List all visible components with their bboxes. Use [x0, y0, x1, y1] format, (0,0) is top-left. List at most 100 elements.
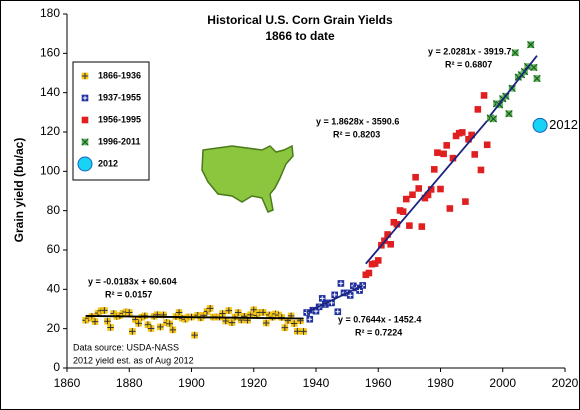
point — [135, 320, 142, 327]
point — [81, 116, 89, 124]
point — [365, 269, 373, 277]
marker-body — [424, 191, 432, 199]
point — [222, 317, 230, 325]
point — [250, 306, 258, 314]
marker-body — [399, 208, 407, 215]
point — [527, 41, 535, 49]
point — [318, 295, 326, 302]
point — [262, 319, 270, 327]
marker-glyph — [219, 310, 226, 317]
point — [402, 195, 410, 203]
point — [206, 305, 214, 312]
marker-glyph — [169, 326, 177, 334]
marker-body — [477, 166, 485, 174]
marker-body — [77, 156, 93, 172]
marker-glyph — [129, 328, 136, 335]
marker-body — [412, 173, 419, 181]
y-tick-label: 0 — [53, 360, 60, 374]
point — [374, 257, 382, 264]
point — [462, 198, 469, 205]
point — [334, 308, 342, 316]
trend-r2: R² = 0.8203 — [333, 129, 380, 139]
marker-glyph — [206, 305, 214, 312]
point — [337, 280, 345, 287]
marker-body — [449, 154, 457, 162]
marker-glyph — [222, 317, 230, 325]
point — [409, 191, 416, 199]
x-tick-label: 2020 — [552, 376, 579, 390]
x-tick-label: 1860 — [54, 376, 81, 390]
y-tick-label: 140 — [40, 85, 60, 99]
marker-body — [446, 205, 454, 212]
point — [281, 324, 289, 331]
us-map — [201, 144, 294, 213]
marker-glyph — [157, 323, 164, 331]
trend-equation: y = 1.8628x - 3590.6 — [316, 116, 399, 126]
marker-glyph — [228, 319, 236, 326]
marker-body — [427, 186, 435, 193]
point — [446, 205, 454, 212]
point — [384, 231, 391, 238]
trendline — [85, 315, 304, 320]
point — [511, 49, 519, 57]
trend-r2: R² = 0.6807 — [445, 59, 492, 69]
marker-glyph — [335, 309, 341, 315]
marker-glyph — [338, 281, 344, 286]
point — [191, 331, 198, 339]
point — [219, 310, 226, 317]
marker-glyph — [250, 306, 258, 314]
annotation: Data source: USDA-NASS — [73, 342, 179, 352]
marker-body — [443, 142, 451, 149]
marker-body — [393, 220, 401, 228]
marker-body — [374, 257, 382, 264]
point — [437, 185, 444, 193]
y-tick-label: 100 — [40, 164, 60, 178]
point — [449, 154, 457, 162]
point — [81, 94, 89, 102]
trend-equation: y = -0.0183x + 60.604 — [88, 276, 177, 286]
marker-body — [440, 150, 447, 158]
y-tick-label: 120 — [40, 124, 60, 138]
marker-glyph — [191, 331, 198, 339]
point — [225, 307, 233, 314]
point — [387, 240, 394, 248]
point — [430, 166, 438, 173]
point — [468, 131, 475, 139]
annotation: 2012 yield est. as of Aug 2012 — [73, 355, 194, 365]
marker-glyph — [135, 320, 142, 327]
point — [125, 309, 133, 316]
data-label: 2012 — [549, 117, 578, 132]
point — [290, 320, 298, 327]
y-tick-label: 20 — [47, 321, 61, 335]
point — [104, 317, 111, 325]
x-tick-label: 2000 — [489, 376, 516, 390]
point — [412, 173, 419, 181]
x-tick-label: 1900 — [178, 376, 205, 390]
point — [489, 115, 498, 123]
marker-glyph — [281, 324, 289, 331]
point — [406, 222, 413, 229]
y-tick-label: 60 — [47, 242, 61, 256]
point — [234, 309, 242, 316]
marker-glyph — [530, 63, 538, 72]
point — [474, 106, 482, 113]
y-tick-label: 160 — [40, 46, 60, 60]
point — [393, 220, 401, 228]
point — [415, 185, 423, 192]
point — [300, 328, 307, 335]
marker-glyph — [357, 288, 362, 293]
marker-glyph — [505, 110, 513, 118]
point — [91, 318, 99, 325]
marker-body — [402, 195, 410, 203]
marker-glyph — [300, 328, 307, 335]
legend-label: 1866-1936 — [98, 70, 141, 80]
x-tick-label: 1980 — [427, 376, 454, 390]
marker-body — [409, 191, 416, 199]
marker-glyph — [234, 309, 242, 316]
marker-body — [418, 223, 426, 230]
marker-glyph — [175, 309, 183, 316]
point — [533, 74, 541, 83]
legend-label: 1996-2011 — [98, 136, 141, 146]
chart-subtitle: 1866 to date — [265, 29, 335, 43]
marker-body — [471, 151, 479, 158]
